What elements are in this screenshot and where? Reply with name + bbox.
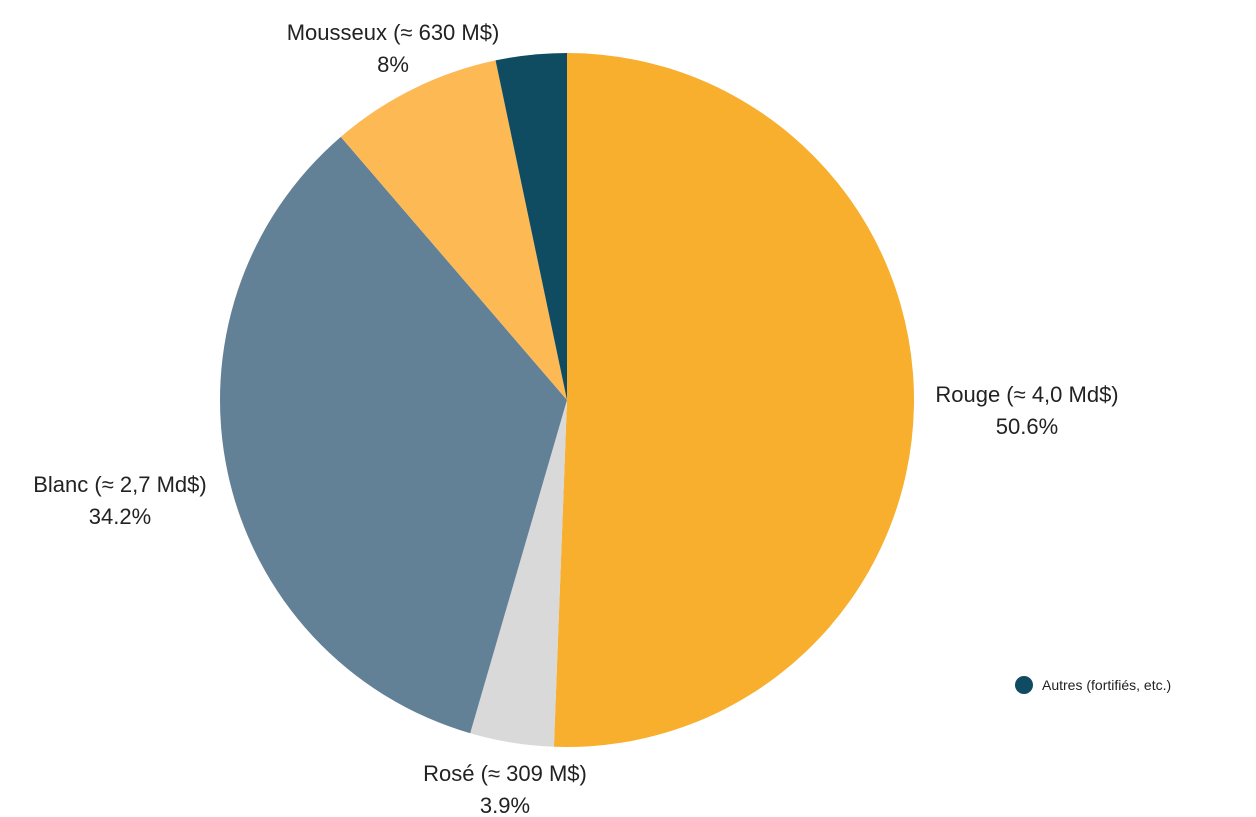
slice-label-3: Mousseux (≈ 630 M$) bbox=[287, 20, 500, 45]
pie-slice-4 bbox=[495, 53, 567, 400]
slice-labels: Rouge (≈ 4,0 Md$) 50.6% Rosé (≈ 309 M$) 3.9… bbox=[33, 20, 1118, 817]
slice-value-label-3: 8% bbox=[377, 52, 409, 77]
pie-slice-1 bbox=[470, 400, 567, 747]
slice-label-2: Blanc (≈ 2,7 Md$) bbox=[33, 472, 206, 497]
slice-label-1: Rosé (≈ 309 M$) bbox=[423, 761, 587, 786]
pie-slice-3 bbox=[340, 60, 567, 400]
slice-value-label-2: 34.2% bbox=[89, 504, 151, 529]
slice-value-label-1: 3.9% bbox=[480, 793, 530, 817]
legend: Autres (fortifiés, etc.) bbox=[1015, 676, 1171, 694]
pie-slice-2 bbox=[220, 136, 568, 734]
legend-label-autres: Autres (fortifiés, etc.) bbox=[1042, 677, 1171, 693]
slice-label-0: Rouge (≈ 4,0 Md$) bbox=[935, 382, 1118, 407]
legend-marker-autres bbox=[1015, 676, 1033, 694]
pie-slices bbox=[220, 53, 915, 747]
pie-slice-0 bbox=[553, 53, 915, 747]
slice-value-label-0: 50.6% bbox=[996, 414, 1058, 439]
